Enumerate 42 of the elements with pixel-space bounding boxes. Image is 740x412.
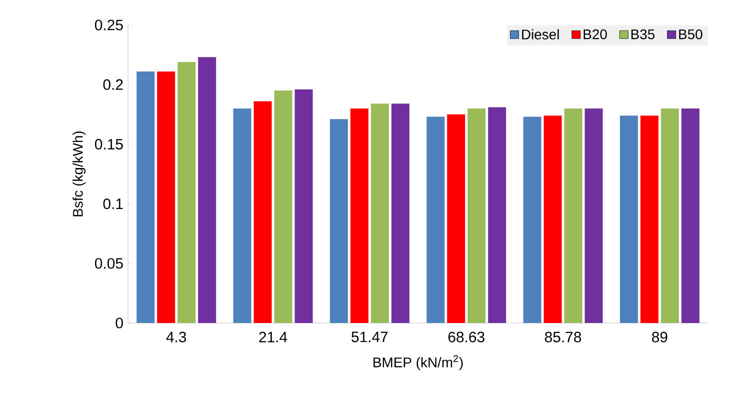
bar <box>544 116 562 323</box>
bar <box>198 57 216 323</box>
bar <box>370 104 389 323</box>
legend-label: B20 <box>584 29 607 40</box>
bar <box>157 71 176 323</box>
bar <box>330 119 348 323</box>
legend-label: B50 <box>679 29 702 40</box>
bar <box>660 108 679 323</box>
x-tick-label: 4.3 <box>166 332 186 342</box>
y-tick-label: 0 <box>116 318 123 328</box>
bar <box>391 104 410 323</box>
bar <box>233 108 252 323</box>
bar <box>254 101 272 323</box>
x-axis-title: BMEP (kN/m$^{2}$) <box>374 355 463 370</box>
x-tick-label: 21.4 <box>259 332 288 342</box>
x-tick-label: 68.63 <box>448 332 484 342</box>
y-tick-label: 0.1 <box>103 198 123 210</box>
bar <box>523 116 542 323</box>
x-tick-label: 85.78 <box>544 332 582 342</box>
bar <box>350 108 368 323</box>
y-axis-title: Bsfc (kg/kWh) <box>72 131 86 216</box>
bar <box>136 71 155 323</box>
legend-label: Diesel <box>522 29 559 40</box>
bar <box>426 116 445 323</box>
legend-label: B35 <box>631 29 655 40</box>
bar <box>274 90 292 323</box>
bar <box>447 114 466 323</box>
y-tick-label: 0.15 <box>94 138 123 150</box>
y-tick-label: 0.2 <box>103 79 123 90</box>
bar <box>620 116 638 323</box>
x-tick-label: 51.47 <box>352 332 388 342</box>
bar <box>681 108 700 323</box>
y-tick-label: 0.25 <box>94 20 123 30</box>
bar <box>488 107 506 323</box>
bar <box>178 62 196 323</box>
bar <box>640 116 658 323</box>
bar <box>294 89 313 323</box>
bar <box>584 108 603 323</box>
y-tick-label: 0.05 <box>94 258 123 269</box>
x-tick-label: 89 <box>652 332 668 342</box>
bar <box>564 108 582 323</box>
bar <box>468 108 486 323</box>
